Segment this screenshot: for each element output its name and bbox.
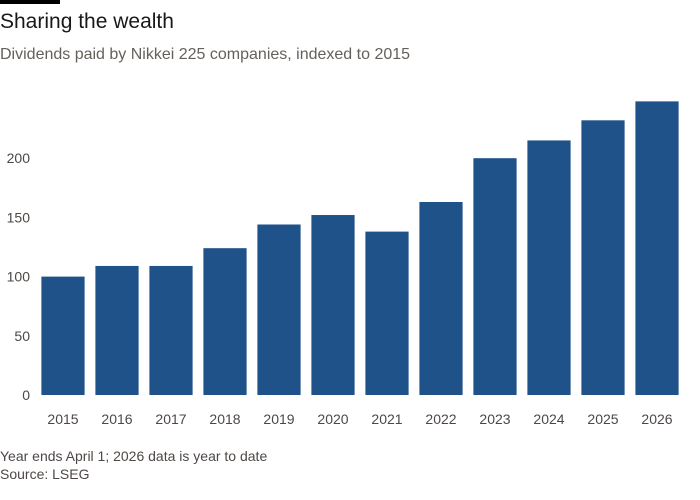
bar-2022 bbox=[419, 202, 463, 395]
bar-2018 bbox=[203, 248, 247, 395]
bar-2017 bbox=[149, 265, 193, 395]
x-tick-label-2026: 2026 bbox=[641, 411, 672, 427]
bar-2016 bbox=[95, 265, 139, 395]
footnote: Year ends April 1; 2026 data is year to … bbox=[0, 448, 268, 464]
bar-2024 bbox=[527, 140, 571, 395]
y-tick-label-0: 0 bbox=[22, 387, 30, 403]
x-tick-label-2020: 2020 bbox=[317, 411, 348, 427]
x-tick-label-2018: 2018 bbox=[209, 411, 240, 427]
source-note: Source: LSEG bbox=[0, 466, 90, 482]
y-tick-label-50: 50 bbox=[14, 328, 30, 344]
x-tick-label-2023: 2023 bbox=[479, 411, 510, 427]
x-tick-label-2019: 2019 bbox=[263, 411, 294, 427]
y-axis: 0 50 100 150 200 bbox=[7, 150, 31, 403]
bars bbox=[41, 101, 679, 396]
x-tick-label-2024: 2024 bbox=[533, 411, 564, 427]
bar-2026 bbox=[635, 101, 679, 396]
bar-2020 bbox=[311, 215, 355, 395]
x-axis: 2015 2016 2017 2018 2019 2020 2021 2022 2023 2024… bbox=[47, 411, 672, 427]
x-tick-label-2025: 2025 bbox=[587, 411, 618, 427]
x-tick-label-2016: 2016 bbox=[101, 411, 132, 427]
x-tick-label-2021: 2021 bbox=[371, 411, 402, 427]
bar-2019 bbox=[257, 224, 301, 395]
bar-2025 bbox=[581, 120, 625, 395]
bar-2023 bbox=[473, 158, 517, 395]
x-tick-label-2015: 2015 bbox=[47, 411, 78, 427]
chart-title: Sharing the wealth bbox=[0, 10, 174, 33]
bar-2015 bbox=[41, 276, 85, 395]
y-tick-label-200: 200 bbox=[7, 150, 31, 166]
y-tick-label-150: 150 bbox=[7, 209, 31, 225]
chart-subtitle: Dividends paid by Nikkei 225 companies, … bbox=[0, 46, 411, 63]
bar-chart: 0 50 100 150 200 2015 2016 2017 2018 2019 2020 202… bbox=[7, 101, 679, 427]
top-accent-bar bbox=[0, 0, 60, 4]
bar-2021 bbox=[365, 231, 409, 395]
x-tick-label-2022: 2022 bbox=[425, 411, 456, 427]
y-tick-label-100: 100 bbox=[7, 269, 31, 285]
x-tick-label-2017: 2017 bbox=[155, 411, 186, 427]
